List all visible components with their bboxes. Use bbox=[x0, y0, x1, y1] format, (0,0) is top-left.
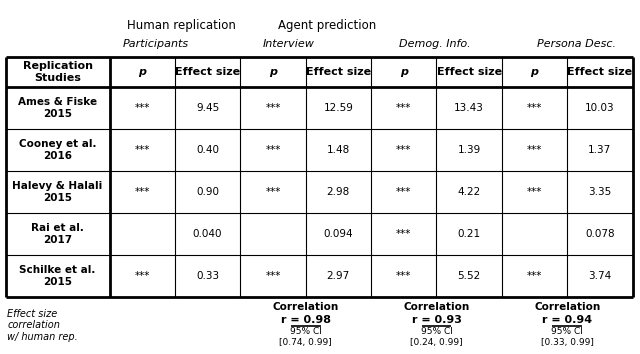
Text: 0.094: 0.094 bbox=[324, 229, 353, 239]
Text: ***: *** bbox=[527, 187, 542, 197]
Text: Replication
Studies: Replication Studies bbox=[22, 61, 93, 83]
Text: ***: *** bbox=[396, 229, 412, 239]
Text: 0.90: 0.90 bbox=[196, 187, 219, 197]
Text: Effect size: Effect size bbox=[436, 67, 502, 77]
Text: ***: *** bbox=[527, 145, 542, 155]
Text: Halevy & Halali
2015: Halevy & Halali 2015 bbox=[12, 181, 102, 203]
Text: Agent prediction: Agent prediction bbox=[278, 19, 376, 33]
Text: 95% CI
[0.74, 0.99]: 95% CI [0.74, 0.99] bbox=[279, 327, 332, 347]
Text: r = 0.98: r = 0.98 bbox=[281, 315, 331, 325]
Text: 0.078: 0.078 bbox=[585, 229, 614, 239]
Text: ***: *** bbox=[527, 271, 542, 281]
Text: Ames & Fiske
2015: Ames & Fiske 2015 bbox=[18, 97, 97, 119]
Text: ***: *** bbox=[396, 271, 412, 281]
Text: Effect size
correlation
w/ human rep.: Effect size correlation w/ human rep. bbox=[8, 309, 78, 342]
Text: ***: *** bbox=[396, 145, 412, 155]
Text: 3.35: 3.35 bbox=[588, 187, 611, 197]
Text: 95% CI
[0.24, 0.99]: 95% CI [0.24, 0.99] bbox=[410, 327, 463, 347]
Text: 2.97: 2.97 bbox=[327, 271, 350, 281]
Text: 0.40: 0.40 bbox=[196, 145, 219, 155]
Text: Schilke et al.
2015: Schilke et al. 2015 bbox=[19, 265, 96, 287]
Text: 0.040: 0.040 bbox=[193, 229, 222, 239]
Text: Effect size: Effect size bbox=[567, 67, 632, 77]
Text: 95% CI
[0.33, 0.99]: 95% CI [0.33, 0.99] bbox=[541, 327, 594, 347]
Text: r = 0.94: r = 0.94 bbox=[542, 315, 592, 325]
Text: Demog. Info.: Demog. Info. bbox=[399, 39, 470, 49]
Text: ***: *** bbox=[266, 145, 281, 155]
Text: p: p bbox=[400, 67, 408, 77]
Text: Correlation: Correlation bbox=[534, 302, 600, 312]
Text: Interview: Interview bbox=[263, 39, 315, 49]
Text: Persona Desc.: Persona Desc. bbox=[538, 39, 616, 49]
Text: 13.43: 13.43 bbox=[454, 103, 484, 113]
Text: 1.48: 1.48 bbox=[327, 145, 350, 155]
Text: Effect size: Effect size bbox=[306, 67, 371, 77]
Text: 0.33: 0.33 bbox=[196, 271, 219, 281]
Text: Rai et al.
2017: Rai et al. 2017 bbox=[31, 223, 84, 245]
Text: p: p bbox=[269, 67, 277, 77]
Text: 4.22: 4.22 bbox=[458, 187, 481, 197]
Text: Correlation: Correlation bbox=[403, 302, 470, 312]
Text: 1.39: 1.39 bbox=[458, 145, 481, 155]
Text: ***: *** bbox=[527, 103, 542, 113]
Text: 5.52: 5.52 bbox=[458, 271, 481, 281]
Text: r = 0.93: r = 0.93 bbox=[412, 315, 461, 325]
Text: ***: *** bbox=[266, 271, 281, 281]
Text: ***: *** bbox=[134, 103, 150, 113]
Text: ***: *** bbox=[134, 271, 150, 281]
Text: p: p bbox=[531, 67, 538, 77]
Text: Effect size: Effect size bbox=[175, 67, 240, 77]
Text: 2.98: 2.98 bbox=[327, 187, 350, 197]
Text: Cooney et al.
2016: Cooney et al. 2016 bbox=[19, 139, 96, 161]
Text: Correlation: Correlation bbox=[273, 302, 339, 312]
Text: p: p bbox=[138, 67, 146, 77]
Text: ***: *** bbox=[396, 187, 412, 197]
Text: 0.21: 0.21 bbox=[458, 229, 481, 239]
Text: Participants: Participants bbox=[122, 39, 189, 49]
Text: 10.03: 10.03 bbox=[585, 103, 614, 113]
Text: ***: *** bbox=[134, 187, 150, 197]
Text: ***: *** bbox=[396, 103, 412, 113]
Text: 9.45: 9.45 bbox=[196, 103, 220, 113]
Text: 12.59: 12.59 bbox=[323, 103, 353, 113]
Text: 1.37: 1.37 bbox=[588, 145, 611, 155]
Text: 3.74: 3.74 bbox=[588, 271, 611, 281]
Text: ***: *** bbox=[266, 103, 281, 113]
Text: ***: *** bbox=[266, 187, 281, 197]
Text: ***: *** bbox=[134, 145, 150, 155]
Text: Human replication: Human replication bbox=[127, 19, 236, 33]
